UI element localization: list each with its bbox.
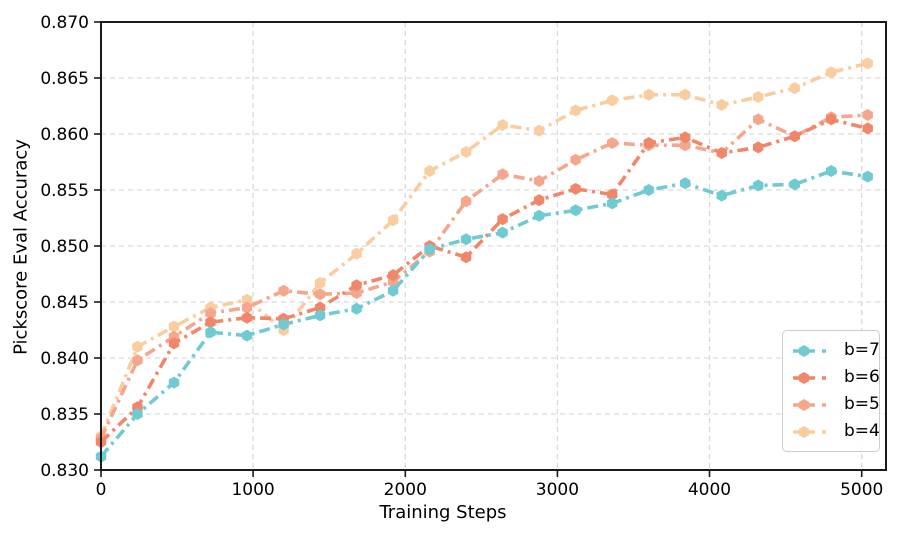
legend-label-b7: b=7 [844,340,880,360]
legend-swatch-b6-icon [793,371,835,384]
legend-item-b4: b=4 [791,418,880,445]
svg-text:2000: 2000 [384,480,427,500]
svg-text:0.855: 0.855 [40,181,89,201]
plot-border [100,21,887,471]
svg-text:0.870: 0.870 [40,13,89,33]
svg-text:0.860: 0.860 [40,125,89,145]
series-b7 [95,165,873,463]
svg-text:0: 0 [96,480,107,500]
svg-text:0.840: 0.840 [40,349,89,369]
legend-swatch-b4-icon [793,425,835,438]
gridlines [101,22,886,470]
svg-text:1000: 1000 [231,480,274,500]
axis-ticks [94,21,863,477]
svg-text:0.845: 0.845 [40,293,89,313]
legend-item-b6: b=6 [791,364,880,391]
legend-item-b7: b=7 [791,337,880,364]
legend-label-b4: b=4 [844,421,880,441]
svg-text:0.835: 0.835 [40,405,89,425]
svg-text:3000: 3000 [536,480,579,500]
svg-text:0.830: 0.830 [40,461,89,481]
legend-item-b5: b=5 [791,391,880,418]
svg-text:0.850: 0.850 [40,237,89,257]
svg-text:5000: 5000 [840,480,883,500]
series-b5 [95,109,873,445]
tick-labels: 0.830 0.835 0.840 0.845 0.850 0.855 0.860 0.865… [40,13,883,500]
legend: b=7 b=6 b=5 b=4 [782,330,880,452]
legend-label-b5: b=5 [844,394,880,414]
legend-swatch-b5-icon [793,398,835,411]
y-axis-title: Pickscore Eval Accuracy [10,139,32,355]
legend-label-b6: b=6 [844,367,880,387]
x-axis-title: Training Steps [379,502,507,523]
series-b6 [95,113,873,448]
svg-text:0.865: 0.865 [40,69,89,89]
svg-text:4000: 4000 [688,480,731,500]
legend-swatch-b7-icon [793,344,835,357]
